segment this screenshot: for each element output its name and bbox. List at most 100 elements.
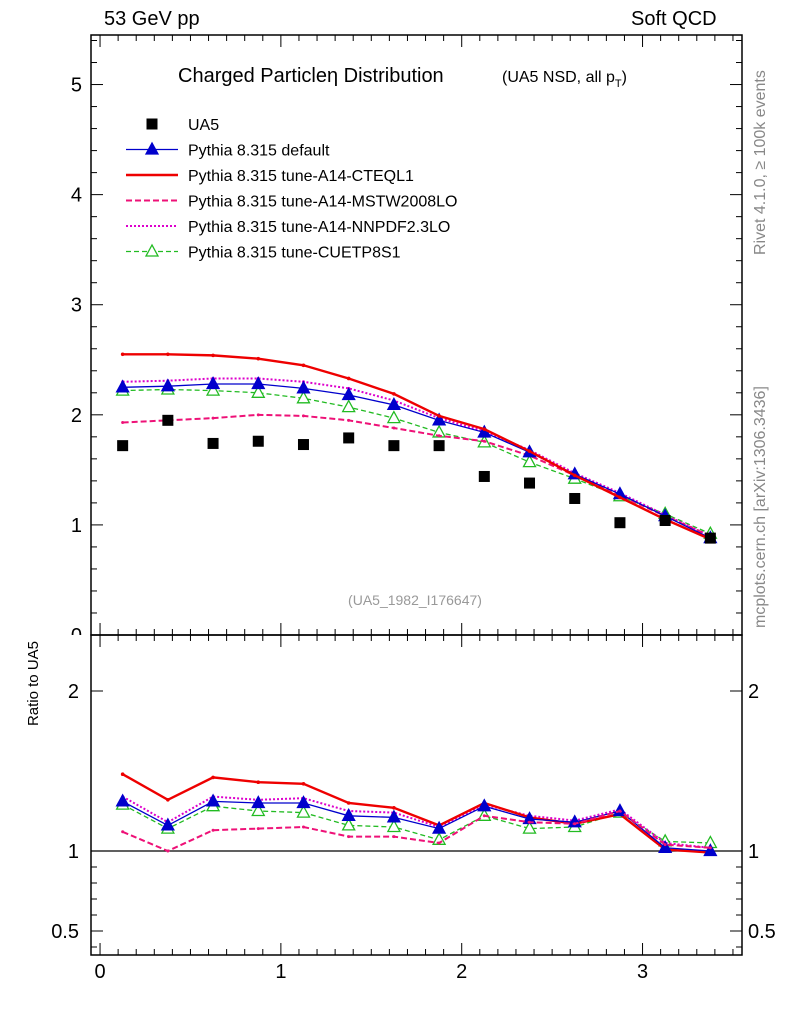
legend-label-5: Pythia 8.315 tune-CUETP8S1 <box>188 245 401 262</box>
ratio-series-2-marker <box>528 820 532 824</box>
legend-label-0: UA5 <box>188 117 219 134</box>
main-series-2-marker <box>572 473 577 478</box>
main-series-3-marker <box>211 416 215 420</box>
ratio-y-tick-label-left-1: 1 <box>68 841 79 863</box>
main-series-2-marker <box>166 352 170 357</box>
ratio-series-0-marker <box>341 807 356 821</box>
main-series-0-data-point <box>704 532 716 544</box>
main-series-1-marker <box>115 379 130 393</box>
ratio-series-2-marker <box>211 828 215 832</box>
main-y-tick-label-5: 5 <box>71 75 82 97</box>
ratio-series-2-marker <box>166 849 170 853</box>
main-series-3-marker <box>347 418 351 422</box>
ratio-series-2-marker <box>437 841 441 845</box>
ratio-series-2-marker <box>618 809 622 813</box>
ratio-series-2-marker <box>573 822 577 826</box>
main-series-0-data-point <box>252 435 264 447</box>
ratio-series-2-marker <box>708 846 712 850</box>
legend-marker-0 <box>146 118 158 130</box>
main-series-5-marker <box>522 454 537 468</box>
analysis-id-label: (UA5_1982_I176647) <box>348 592 482 608</box>
ratio-series-0-marker <box>386 809 401 823</box>
chart-title: Charged Particleη Distribution <box>178 65 444 87</box>
ratio-series-4-marker <box>341 817 356 831</box>
main-series-2-marker <box>346 376 351 381</box>
ratio-series-2-marker <box>392 835 396 839</box>
ratio-series-1-marker <box>120 772 125 776</box>
ratio-series-2-marker <box>347 835 351 839</box>
main-series-5-marker <box>386 410 401 424</box>
legend-label-1: Pythia 8.315 default <box>188 143 330 160</box>
main-series-2-marker <box>482 427 487 431</box>
x-tick-label-0: 0 <box>94 961 105 983</box>
ratio-y-tick-label-right-2: 2 <box>748 681 759 703</box>
ratio-series-0-marker <box>477 798 492 812</box>
legend-label-4: Pythia 8.315 tune-A14-NNPDF2.3LO <box>188 219 450 236</box>
ratio-series-4-marker <box>386 819 401 833</box>
main-series-0-data-point <box>207 437 219 449</box>
ratio-series-1-marker <box>166 798 170 802</box>
ratio-y-tick-label-left-2: 2 <box>68 681 79 703</box>
legend-label-2: Pythia 8.315 tune-A14-CTEQL1 <box>188 168 414 185</box>
ratio-series-1-marker <box>211 775 215 780</box>
ratio-series-2-marker <box>663 843 667 847</box>
main-series-3-marker <box>301 414 305 418</box>
main-series-5-line <box>122 388 711 535</box>
main-y-tick-label-4: 4 <box>71 185 82 207</box>
main-series-0-data-point <box>297 439 309 451</box>
main-series-2-marker <box>437 414 441 418</box>
main-y-tick-label-2: 2 <box>71 405 82 427</box>
ratio-y-axis-label: Ratio to UA5 <box>25 641 42 726</box>
ratio-series-2-line <box>122 809 711 853</box>
main-series-3-marker <box>392 426 396 430</box>
ratio-series-2-marker <box>121 830 125 834</box>
main-series-0-data-point <box>614 517 626 529</box>
main-series-1-marker <box>341 387 356 401</box>
main-series-1-marker <box>205 376 221 390</box>
main-y-tick-label-0: 0 <box>71 625 82 647</box>
main-series-1-marker <box>296 380 311 394</box>
main-y-tick-label-3: 3 <box>71 295 82 317</box>
ratio-series-4-marker <box>296 804 311 818</box>
main-series-2-marker <box>527 449 532 453</box>
chart-subtitle-main: (UA5 NSD, all p <box>502 69 615 86</box>
main-series-0-data-point <box>162 414 174 426</box>
main-series-3-marker <box>437 434 441 438</box>
ratio-series-2-marker <box>301 825 305 829</box>
ratio-series-2-marker <box>482 814 486 818</box>
ratio-series-4-marker <box>251 803 266 817</box>
ratio-y-tick-label-left-0.5: 0.5 <box>51 921 79 943</box>
main-series-2-marker <box>301 363 306 368</box>
ratio-series-0-marker <box>205 793 221 807</box>
ratio-series-1-marker <box>301 782 306 786</box>
ratio-series-0-marker <box>160 817 175 831</box>
ratio-series-0-marker <box>658 839 673 853</box>
legend-label-3: Pythia 8.315 tune-A14-MSTW2008LO <box>188 194 457 211</box>
chart-subtitle: (UA5 NSD, all pT) <box>502 69 627 90</box>
ratio-series-1-marker <box>346 801 351 805</box>
ratio-series-0-marker <box>432 820 447 834</box>
x-tick-label-2: 2 <box>456 961 467 983</box>
main-series-5-marker <box>341 399 356 413</box>
legend-marker-5 <box>144 243 160 257</box>
main-series-4-line <box>122 377 711 537</box>
main-series-2-marker <box>256 356 261 361</box>
header-process-label: 53 GeV pp <box>104 8 200 30</box>
x-tick-label-3: 3 <box>637 961 648 983</box>
main-series-3-marker <box>482 439 486 443</box>
x-tick-label-1: 1 <box>275 961 286 983</box>
main-series-0-data-point <box>117 440 129 452</box>
main-series-1-marker <box>432 412 447 426</box>
main-series-5-marker <box>296 390 311 404</box>
main-series-5-marker <box>251 384 266 398</box>
ratio-y-tick-label-right-1: 1 <box>748 841 759 863</box>
ratio-series-2-marker <box>256 827 260 831</box>
ratio-series-0-marker <box>296 795 311 809</box>
main-series-3-marker <box>256 413 260 417</box>
main-series-1-line <box>122 383 711 539</box>
legend-marker-1 <box>144 141 160 155</box>
ratio-series-0-marker <box>703 843 718 857</box>
main-series-2-marker <box>211 353 215 358</box>
ratio-plot-frame <box>90 634 743 956</box>
